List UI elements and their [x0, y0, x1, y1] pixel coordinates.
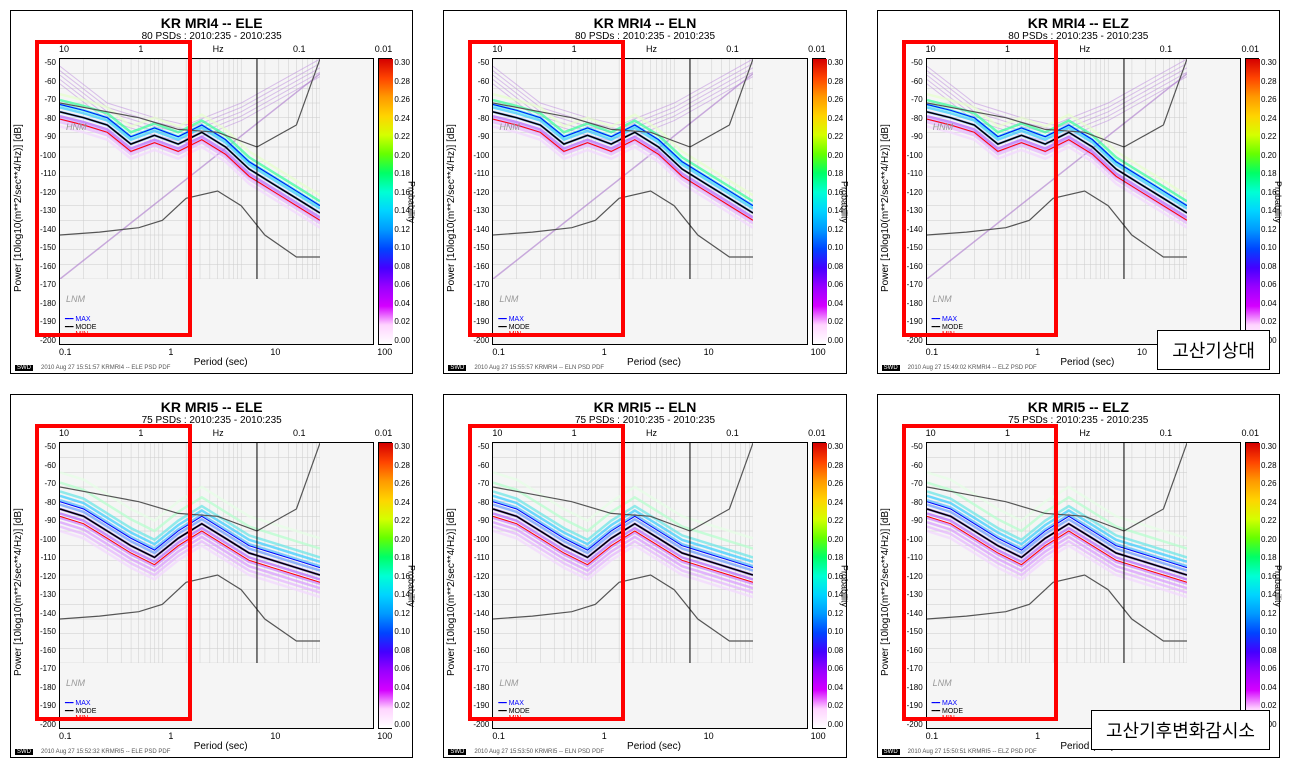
psd-panel-1: KR MRI4 -- ELN80 PSDs : 2010:235 - 2010:…: [443, 10, 846, 374]
colorbar-label: Probability: [840, 564, 850, 606]
panel-title: KR MRI4 -- ELZ: [878, 11, 1279, 31]
y-axis-label: Power [10log10(m**2/sec**4/Hz)] [dB]: [11, 44, 29, 373]
footer-text: 2010 Aug 27 15:51:57 KRMRI4 -- ELE PSD P…: [41, 365, 170, 371]
colorbar-label: Probability: [406, 180, 416, 222]
footer-text: 2010 Aug 27 15:53:50 KRMRI5 -- ELN PSD P…: [474, 749, 604, 755]
psd-panel-2: KR MRI4 -- ELZ80 PSDs : 2010:235 - 2010:…: [877, 10, 1280, 374]
panel-subtitle: 80 PSDs : 2010:235 - 2010:235: [11, 31, 412, 44]
footer-text: 2010 Aug 27 15:55:57 KRMRI4 -- ELN PSD P…: [474, 365, 604, 371]
footer-stamp: SWD: [882, 365, 900, 371]
line-legend: ━━ MAX━━ MODE━━ MIN: [498, 700, 529, 723]
line-legend: ━━ MAX━━ MODE━━ MIN: [65, 700, 96, 723]
colorbar-label: Probability: [840, 180, 850, 222]
panel-title: KR MRI5 -- ELZ: [878, 395, 1279, 415]
colorbar-label: Probability: [1273, 564, 1283, 606]
panel-title: KR MRI5 -- ELN: [444, 395, 845, 415]
panel-title: KR MRI5 -- ELE: [11, 395, 412, 415]
psd-panel-4: KR MRI5 -- ELN75 PSDs : 2010:235 - 2010:…: [443, 394, 846, 758]
footer-text: 2010 Aug 27 15:49:02 KRMRI4 -- ELZ PSD P…: [908, 365, 1037, 371]
caption-2: 고산기후변화감시소: [1091, 710, 1270, 750]
footer-stamp: SWD: [15, 365, 33, 371]
plot-area: HNM LNM ━━ MAX━━ MODE━━ MIN: [59, 58, 374, 345]
x-ticks: 0.1110100: [29, 345, 412, 357]
colorbar: 0.300.280.260.240.220.200.180.160.140.12…: [1241, 58, 1279, 345]
y-ticks: -50-60-70-80-90-100-110-120-130-140-150-…: [896, 58, 926, 345]
footer-stamp: SWD: [448, 749, 466, 755]
y-ticks: -50-60-70-80-90-100-110-120-130-140-150-…: [29, 442, 59, 729]
colorbar: 0.300.280.260.240.220.200.180.160.140.12…: [808, 58, 846, 345]
footer-stamp: SWD: [448, 365, 466, 371]
top-hz-axis: 101Hz0.10.01: [29, 44, 412, 58]
x-ticks: 0.1110100: [462, 729, 845, 741]
top-hz-axis: 101Hz0.10.01: [896, 44, 1279, 58]
y-axis-label: Power [10log10(m**2/sec**4/Hz)] [dB]: [11, 428, 29, 757]
panel-title: KR MRI4 -- ELN: [444, 11, 845, 31]
top-hz-axis: 101Hz0.10.01: [462, 428, 845, 442]
footer-stamp: SWD: [882, 749, 900, 755]
x-ticks: 0.1110100: [462, 345, 845, 357]
y-ticks: -50-60-70-80-90-100-110-120-130-140-150-…: [29, 58, 59, 345]
plot-area: LNM ━━ MAX━━ MODE━━ MIN: [492, 442, 807, 729]
colorbar: 0.300.280.260.240.220.200.180.160.140.12…: [1241, 442, 1279, 729]
top-hz-axis: 101Hz0.10.01: [896, 428, 1279, 442]
line-legend: ━━ MAX━━ MODE━━ MIN: [932, 700, 963, 723]
psd-panel-5: KR MRI5 -- ELZ75 PSDs : 2010:235 - 2010:…: [877, 394, 1280, 758]
colorbar-label: Probability: [406, 564, 416, 606]
panel-subtitle: 75 PSDs : 2010:235 - 2010:235: [444, 415, 845, 428]
plot-area: HNM LNM ━━ MAX━━ MODE━━ MIN: [492, 58, 807, 345]
psd-panel-0: KR MRI4 -- ELE80 PSDs : 2010:235 - 2010:…: [10, 10, 413, 374]
line-legend: ━━ MAX━━ MODE━━ MIN: [65, 316, 96, 339]
panel-subtitle: 80 PSDs : 2010:235 - 2010:235: [444, 31, 845, 44]
line-legend: ━━ MAX━━ MODE━━ MIN: [498, 316, 529, 339]
psd-panel-3: KR MRI5 -- ELE75 PSDs : 2010:235 - 2010:…: [10, 394, 413, 758]
plot-area: LNM ━━ MAX━━ MODE━━ MIN: [59, 442, 374, 729]
footer-stamp: SWD: [15, 749, 33, 755]
hnm-label: HNM: [66, 122, 87, 132]
line-legend: ━━ MAX━━ MODE━━ MIN: [932, 316, 963, 339]
y-axis-label: Power [10log10(m**2/sec**4/Hz)] [dB]: [878, 44, 896, 373]
y-axis-label: Power [10log10(m**2/sec**4/Hz)] [dB]: [878, 428, 896, 757]
y-ticks: -50-60-70-80-90-100-110-120-130-140-150-…: [896, 442, 926, 729]
panel-title: KR MRI4 -- ELE: [11, 11, 412, 31]
y-axis-label: Power [10log10(m**2/sec**4/Hz)] [dB]: [444, 44, 462, 373]
lnm-label: LNM: [66, 294, 85, 304]
x-ticks: 0.1110100: [29, 729, 412, 741]
plot-area: HNM LNM ━━ MAX━━ MODE━━ MIN: [926, 58, 1241, 345]
plot-area: LNM ━━ MAX━━ MODE━━ MIN: [926, 442, 1241, 729]
y-ticks: -50-60-70-80-90-100-110-120-130-140-150-…: [462, 442, 492, 729]
footer-text: 2010 Aug 27 15:52:32 KRMRI5 -- ELE PSD P…: [41, 749, 170, 755]
panel-subtitle: 75 PSDs : 2010:235 - 2010:235: [878, 415, 1279, 428]
top-hz-axis: 101Hz0.10.01: [29, 428, 412, 442]
colorbar: 0.300.280.260.240.220.200.180.160.140.12…: [374, 58, 412, 345]
y-ticks: -50-60-70-80-90-100-110-120-130-140-150-…: [462, 58, 492, 345]
panel-subtitle: 80 PSDs : 2010:235 - 2010:235: [878, 31, 1279, 44]
y-axis-label: Power [10log10(m**2/sec**4/Hz)] [dB]: [444, 428, 462, 757]
top-hz-axis: 101Hz0.10.01: [462, 44, 845, 58]
hnm-label: HNM: [933, 122, 954, 132]
colorbar: 0.300.280.260.240.220.200.180.160.140.12…: [374, 442, 412, 729]
caption-1: 고산기상대: [1157, 330, 1270, 370]
lnm-label: LNM: [499, 294, 518, 304]
lnm-label: LNM: [933, 678, 952, 688]
lnm-label: LNM: [933, 294, 952, 304]
panel-subtitle: 75 PSDs : 2010:235 - 2010:235: [11, 415, 412, 428]
footer-text: 2010 Aug 27 15:50:51 KRMRI5 -- ELZ PSD P…: [908, 749, 1037, 755]
hnm-label: HNM: [499, 122, 520, 132]
colorbar-label: Probability: [1273, 180, 1283, 222]
lnm-label: LNM: [499, 678, 518, 688]
lnm-label: LNM: [66, 678, 85, 688]
colorbar: 0.300.280.260.240.220.200.180.160.140.12…: [808, 442, 846, 729]
